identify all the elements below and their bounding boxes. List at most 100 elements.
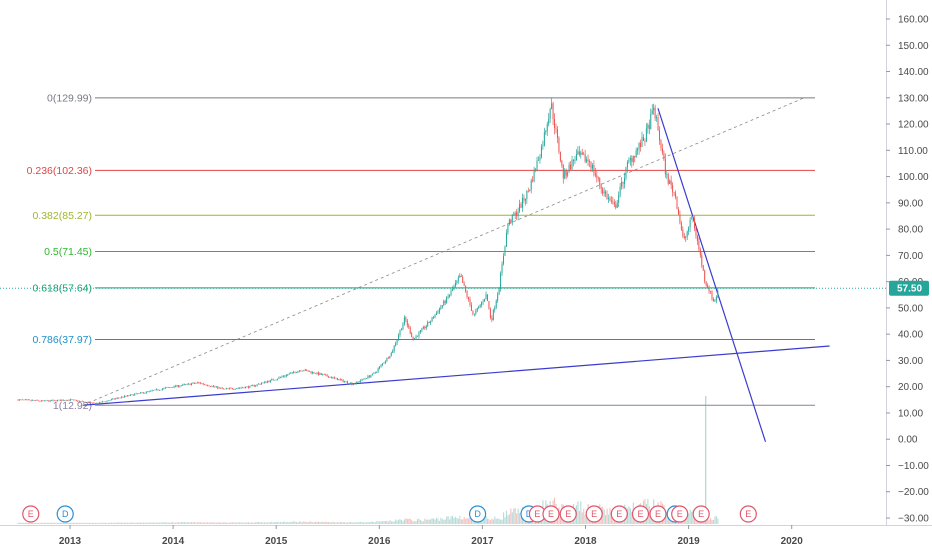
event-marker-earnings[interactable]: E	[692, 505, 710, 523]
price-candle-body	[226, 388, 228, 390]
event-marker-earnings[interactable]: E	[22, 505, 40, 523]
price-candle-body	[387, 357, 389, 359]
fibonacci-retracement[interactable]: 0(129.99) 0.236(102.36) 0.382(85.27) 0.5(71…	[27, 92, 815, 412]
trendlines[interactable]	[82, 97, 830, 443]
event-marker-earnings[interactable]: E	[542, 505, 560, 523]
volume-bar	[322, 521, 324, 524]
volume-bar	[605, 515, 607, 524]
volume-bar	[201, 522, 203, 524]
volume-bar	[74, 522, 76, 524]
price-candle-body	[96, 403, 98, 405]
event-markers[interactable]: EDDDEEEEEEEDEEE	[22, 505, 757, 523]
price-candle-body	[492, 309, 494, 321]
y-tick-label: 150.00	[898, 41, 929, 52]
event-marker-earnings[interactable]: E	[585, 505, 603, 523]
price-candle-body	[26, 399, 28, 401]
event-marker-earnings[interactable]: E	[610, 505, 628, 523]
price-candle-body	[539, 157, 541, 161]
volume-bar	[172, 522, 174, 524]
event-marker-earnings[interactable]: E	[739, 505, 757, 523]
price-candle-body	[403, 317, 405, 324]
price-candle-body	[693, 218, 695, 229]
event-marker-dividend[interactable]: D	[469, 505, 487, 523]
price-candle-body	[115, 398, 117, 400]
volume-bar	[275, 521, 277, 524]
price-candle-body	[288, 373, 290, 375]
volume-bar	[377, 521, 379, 524]
volume-bar	[59, 522, 61, 524]
price-candle-body	[94, 403, 96, 405]
event-marker-earnings[interactable]: E	[559, 505, 577, 523]
volume-bar	[320, 522, 322, 524]
price-candle-body	[628, 160, 630, 163]
volume-bar	[374, 522, 376, 524]
volume-bar	[384, 521, 387, 524]
volume-bar	[91, 522, 94, 524]
price-candle-body	[508, 219, 510, 225]
volume-bar	[148, 522, 150, 524]
time-axis[interactable]: 2013 2014 2015 2016 2017 2018 2019 2020	[59, 525, 803, 547]
volume-bar	[691, 511, 693, 524]
volume-bar	[319, 522, 321, 524]
event-marker-label: E	[698, 509, 704, 519]
event-marker-earnings[interactable]: E	[649, 505, 667, 523]
trendline[interactable]	[82, 345, 830, 406]
trendline[interactable]	[657, 108, 767, 443]
price-candle-body	[411, 333, 413, 337]
price-candle-body	[35, 400, 37, 401]
price-candle-body	[338, 379, 340, 381]
volume-bar	[503, 512, 505, 524]
volume-bar	[198, 522, 200, 524]
price-candle-body	[56, 400, 58, 402]
price-candle-body	[363, 378, 365, 380]
event-marker-earnings[interactable]: E	[671, 505, 689, 523]
volume-bar	[495, 518, 497, 524]
volume-bar	[453, 517, 455, 524]
event-marker-earnings[interactable]: E	[631, 505, 650, 523]
price-candle-body	[613, 202, 615, 205]
volume-bar	[137, 522, 139, 524]
price-candle-body	[314, 373, 316, 375]
volume-bar	[328, 522, 330, 524]
volume-bar	[314, 521, 317, 524]
volume-bar	[154, 522, 156, 524]
dashed-trendline[interactable]	[82, 97, 805, 406]
price-candle-body	[685, 236, 687, 238]
volume-bar	[365, 522, 368, 524]
price-candle-body	[472, 310, 474, 315]
volume-bar	[23, 522, 25, 524]
price-candle-body	[691, 218, 693, 220]
price-candle-body	[51, 400, 53, 401]
price-candle-body	[129, 394, 131, 396]
volume-bar	[498, 518, 500, 524]
volume-bar	[242, 522, 244, 524]
event-marker-dividend[interactable]: D	[56, 505, 74, 523]
y-tick-label: 130.00	[898, 93, 929, 104]
price-candle-body	[427, 322, 429, 327]
volume-bar	[77, 522, 79, 524]
price-candle-body	[274, 380, 276, 381]
event-marker-label: E	[28, 509, 34, 519]
volume-bar	[424, 518, 426, 524]
price-candle-body	[52, 400, 54, 401]
x-tick-label: 2018	[574, 536, 597, 547]
price-candle-body	[211, 386, 213, 387]
price-candle-body	[221, 387, 223, 389]
price-axis[interactable]: 160.00 150.00 140.00 130.00 120.00 110.00 100.…	[886, 15, 929, 525]
volume-bar	[259, 522, 261, 524]
volume-bar	[405, 518, 407, 524]
volume-bar	[488, 519, 490, 524]
price-candle-body	[344, 381, 346, 383]
price-candle-body	[358, 381, 360, 383]
price-candle-body	[349, 382, 351, 384]
price-candle-body	[58, 399, 60, 401]
price-candle-body	[370, 375, 372, 377]
price-candle-body	[603, 191, 605, 194]
price-candle-body	[657, 117, 659, 131]
volume-bar	[118, 522, 120, 524]
volume-bar	[191, 522, 193, 524]
price-candle-body	[517, 211, 519, 216]
y-tick-label: 20.00	[898, 382, 923, 393]
price-candle-body	[90, 402, 92, 404]
